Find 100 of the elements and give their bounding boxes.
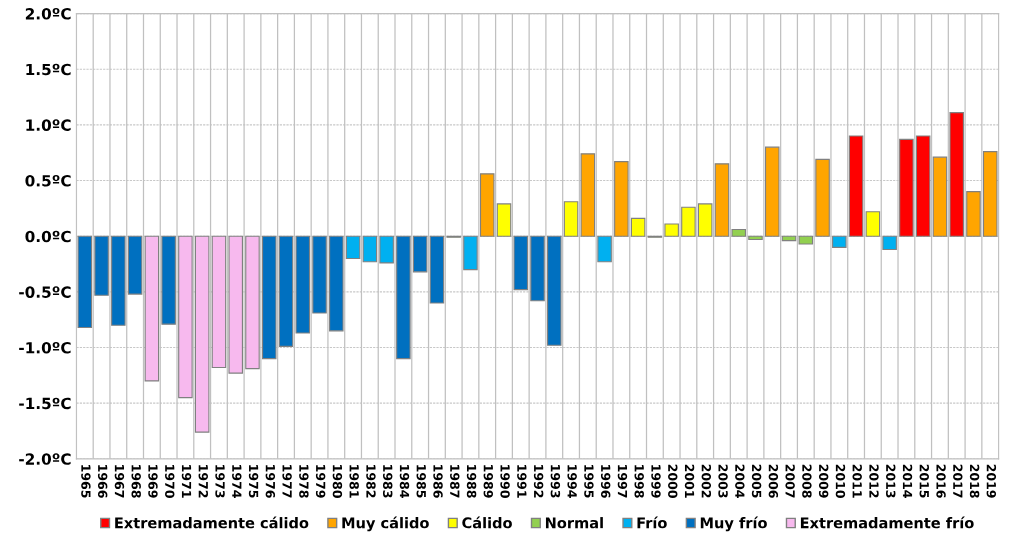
x-tick-label: 2015 <box>919 464 929 498</box>
x-tick-label: 1980 <box>332 465 343 498</box>
y-tick-label: -1.0ºC <box>19 341 71 354</box>
x-tick-label: 1970 <box>165 465 175 498</box>
bar <box>547 235 562 346</box>
bar <box>882 235 897 251</box>
x-tick-label: 1979 <box>315 465 326 498</box>
bar <box>228 235 243 374</box>
x-tick-label: 1974 <box>232 465 242 498</box>
x-tick-label: 1991 <box>517 465 527 498</box>
x-tick-label: 2011 <box>852 464 862 498</box>
legend-label: Extremadamente cálido <box>115 516 309 529</box>
bar <box>614 161 629 237</box>
y-tick-label: 0.0ºC <box>25 230 71 243</box>
bar <box>798 235 814 245</box>
x-tick-label: 2019 <box>986 464 997 498</box>
bar <box>697 203 713 237</box>
x-tick-label: 1966 <box>97 465 108 498</box>
bar <box>429 235 445 304</box>
bar <box>261 235 277 360</box>
bar <box>379 235 394 264</box>
x-tick-label: 1987 <box>450 465 460 498</box>
bar <box>530 235 545 302</box>
bar <box>848 135 864 237</box>
bar <box>664 223 679 237</box>
x-tick-label: 1993 <box>550 465 561 498</box>
x-tick-label: 1989 <box>483 465 494 498</box>
x-tick-label: 1999 <box>651 465 661 498</box>
y-tick-label: 1.5ºC <box>26 63 71 76</box>
x-tick-label: 2018 <box>969 464 980 498</box>
bar <box>463 235 478 271</box>
bar <box>630 217 646 237</box>
bar <box>127 235 143 295</box>
bar <box>178 235 193 399</box>
bar <box>345 235 361 260</box>
x-tick-label: 1992 <box>533 465 544 498</box>
bar <box>714 163 730 237</box>
x-tick-label: 1977 <box>282 465 292 498</box>
x-tick-label: 2016 <box>936 464 946 498</box>
x-tick-label: 1967 <box>114 465 125 498</box>
x-tick-label: 1985 <box>416 465 426 498</box>
bar <box>194 235 210 433</box>
x-tick-label: 1978 <box>299 465 309 498</box>
bar <box>396 235 411 360</box>
bar <box>513 235 529 291</box>
x-tick-label: 2014 <box>902 464 913 498</box>
bar <box>949 112 964 237</box>
y-tick-label: 2.0ºC <box>25 8 71 20</box>
bar <box>748 235 763 241</box>
bar <box>144 235 160 382</box>
x-tick-label: 1994 <box>567 465 577 498</box>
x-tick-label: 2006 <box>768 464 779 498</box>
x-tick-label: 1983 <box>382 465 393 498</box>
x-tick-label: 1997 <box>617 465 628 498</box>
legend-label: Normal <box>545 517 603 529</box>
bar <box>597 235 612 263</box>
x-tick-label: 1969 <box>148 465 158 498</box>
legend-label: Muy frío <box>700 516 767 532</box>
bar <box>899 138 914 237</box>
legend-label: Extremadamente frío <box>800 516 974 529</box>
x-tick-label: 2013 <box>886 464 896 498</box>
x-tick-label: 1965 <box>81 465 91 498</box>
x-tick-label: 2001 <box>684 464 695 498</box>
x-tick-label: 1973 <box>215 465 225 498</box>
x-tick-label: 1984 <box>399 465 410 498</box>
bar <box>982 151 998 237</box>
x-tick-label: 2017 <box>953 464 963 498</box>
y-tick-label: -1.5ºC <box>19 397 71 410</box>
y-tick-label: -2.0ºC <box>19 453 71 465</box>
bar <box>915 135 931 237</box>
bar <box>329 235 344 332</box>
y-tick-label: -0.5ºC <box>19 286 71 298</box>
y-tick-label: 1.0ºC <box>26 119 71 131</box>
x-tick-label: 2000 <box>668 464 678 498</box>
x-tick-label: 1998 <box>634 465 644 498</box>
x-tick-label: 2004 <box>735 464 745 498</box>
bar <box>211 235 227 369</box>
bar <box>111 235 126 326</box>
x-tick-label: 2012 <box>869 464 879 498</box>
bar <box>278 235 294 347</box>
bar <box>815 158 830 237</box>
x-tick-label: 1981 <box>349 465 359 498</box>
x-tick-label: 1982 <box>366 465 376 498</box>
bar <box>731 228 746 237</box>
bar <box>563 201 579 237</box>
legend-label: Cálido <box>462 516 512 529</box>
bar <box>312 235 327 314</box>
x-tick-label: 1990 <box>500 465 510 498</box>
x-tick-label: 2005 <box>751 464 762 498</box>
bar <box>77 235 93 329</box>
x-tick-label: 1972 <box>198 465 209 498</box>
x-tick-label: 1995 <box>584 465 594 498</box>
x-tick-label: 2010 <box>835 464 846 498</box>
x-tick-label: 2002 <box>701 464 712 498</box>
bar <box>580 153 596 237</box>
x-tick-label: 1996 <box>600 465 611 498</box>
bar <box>966 191 981 237</box>
bar <box>295 235 311 334</box>
bar <box>412 235 428 273</box>
x-tick-label: 2003 <box>718 464 728 498</box>
